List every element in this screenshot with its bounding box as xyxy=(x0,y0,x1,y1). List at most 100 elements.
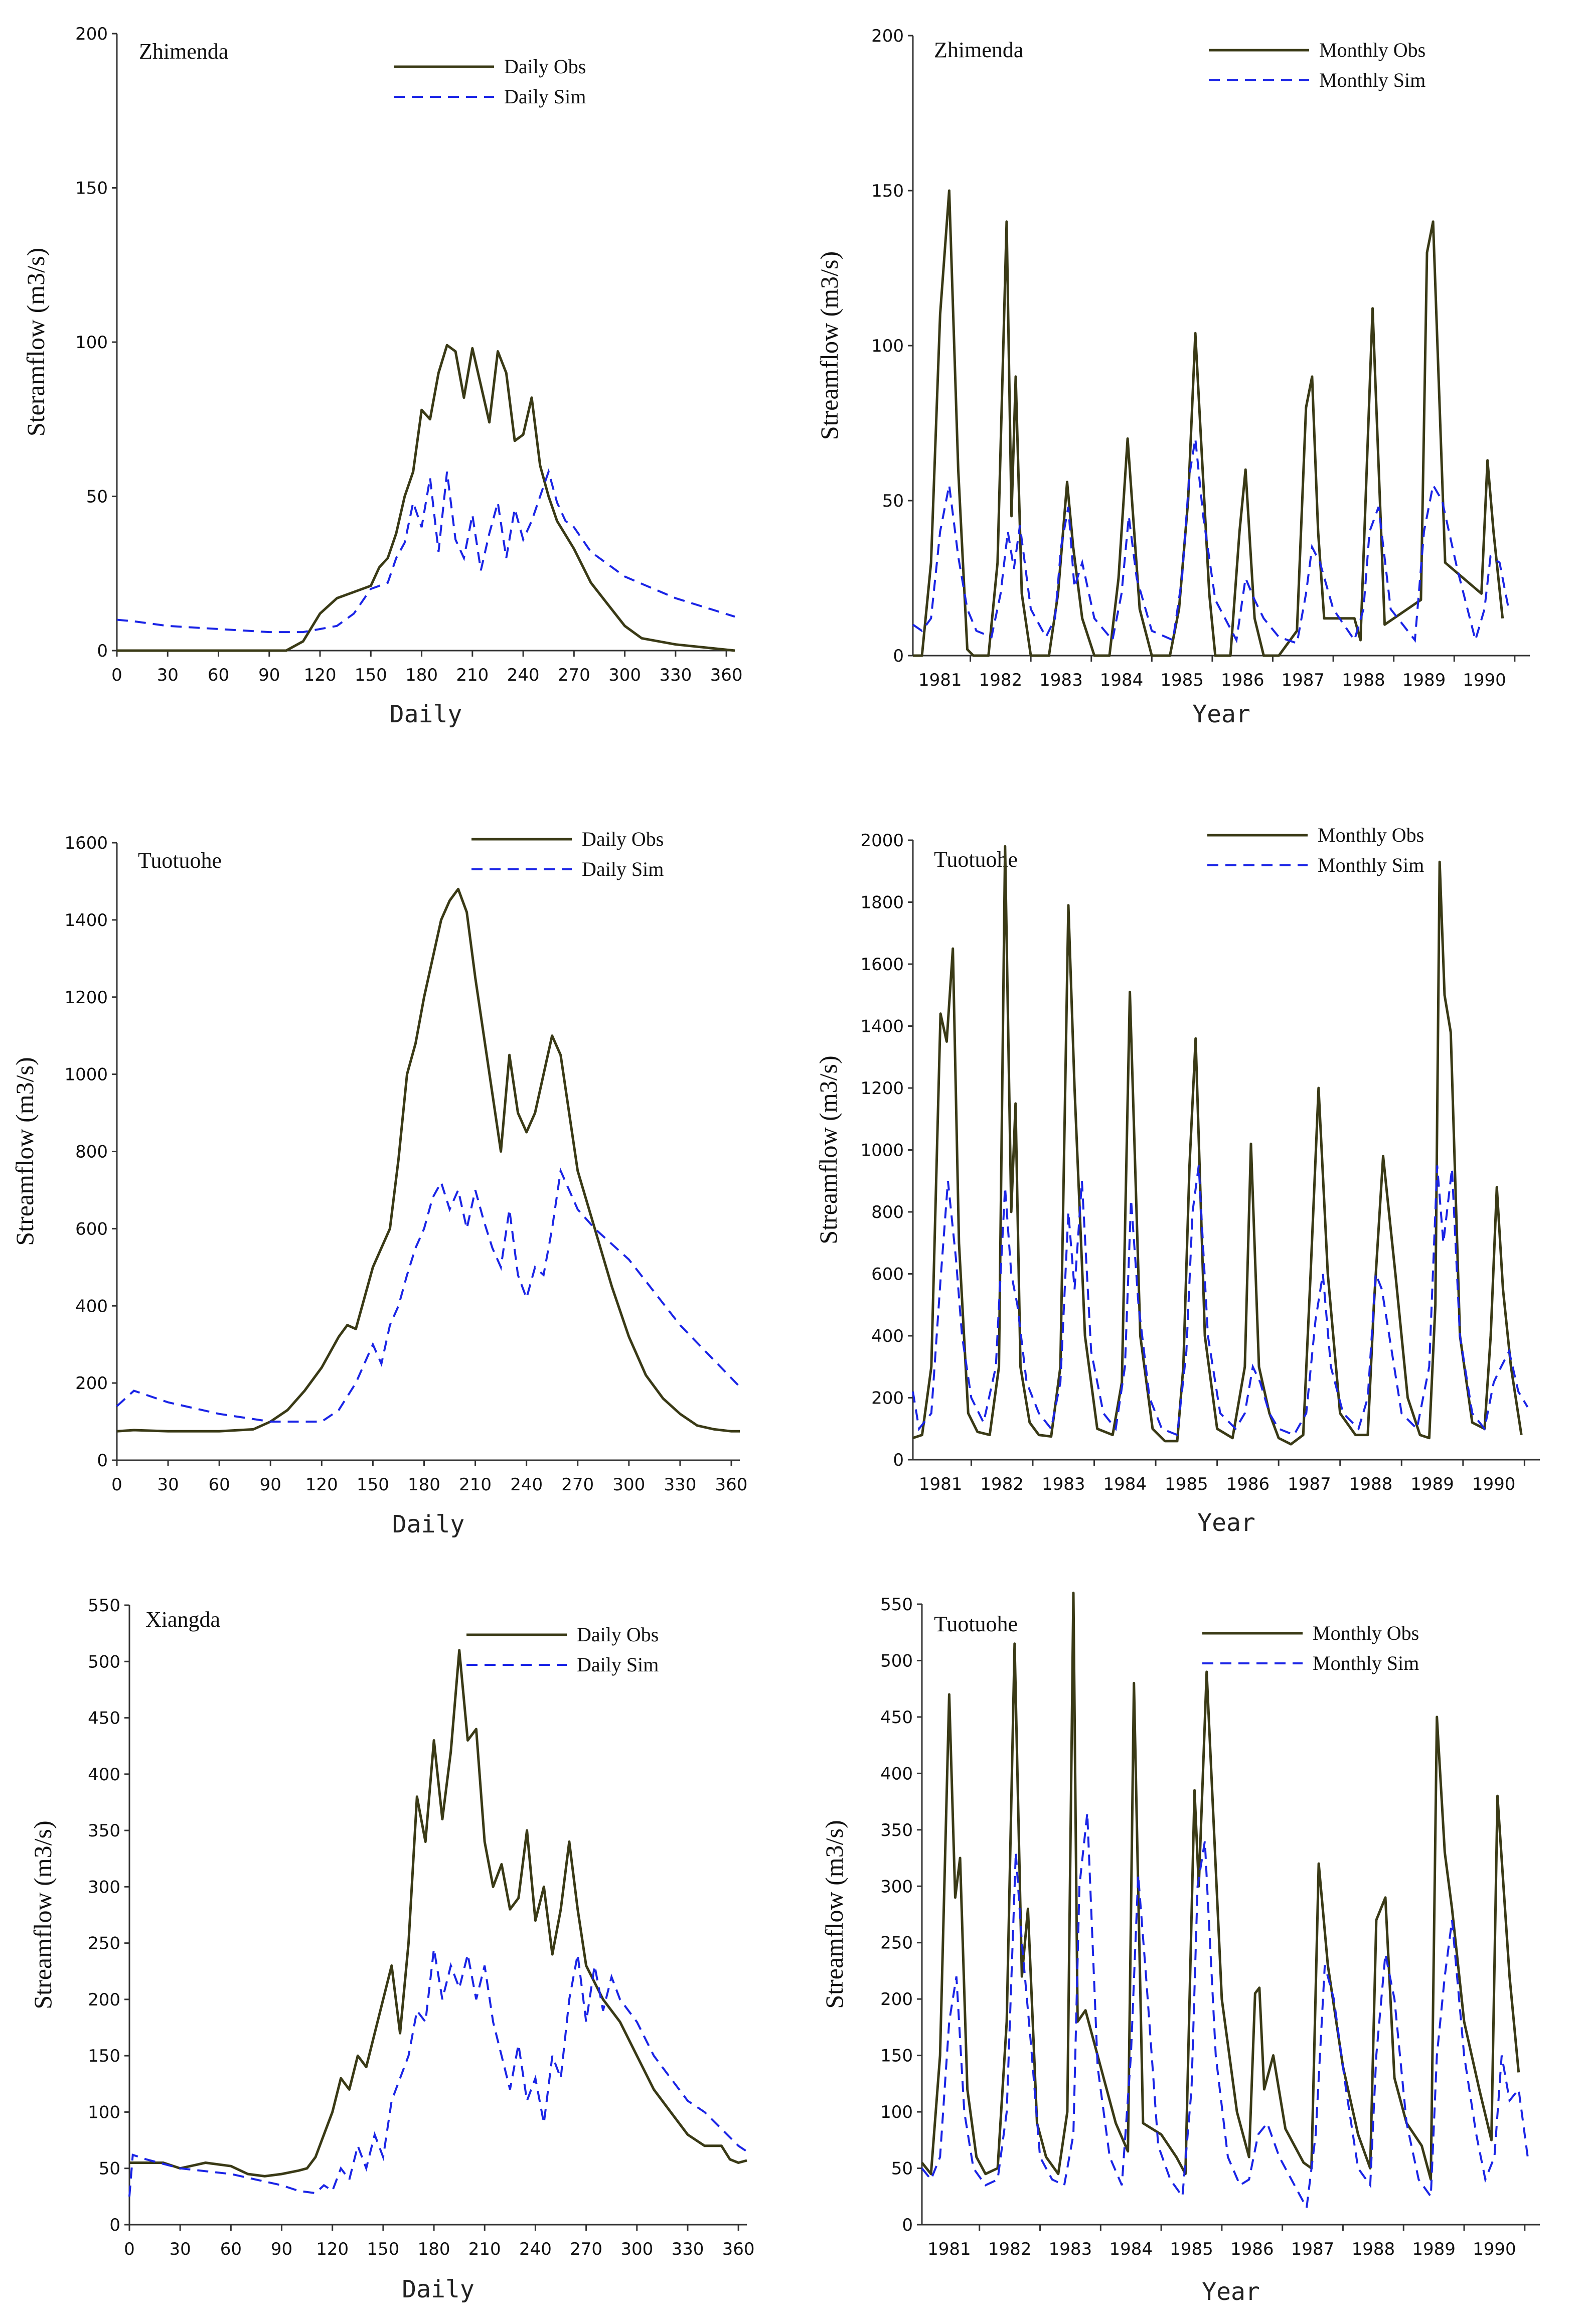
series-line-sim xyxy=(128,1948,748,2197)
y-tick-label: 1000 xyxy=(860,1141,904,1161)
x-tick-label: 60 xyxy=(208,665,229,685)
y-tick-label: 350 xyxy=(88,1821,120,1841)
x-tick-label: 1990 xyxy=(1463,670,1506,690)
x-tick-label: 60 xyxy=(220,2239,242,2259)
station-title: Zhimenda xyxy=(139,39,228,64)
x-tick-label: 30 xyxy=(157,1475,179,1495)
y-tick-label: 200 xyxy=(75,24,108,44)
x-tick-label: 1987 xyxy=(1291,2239,1335,2259)
series-line-obs xyxy=(117,344,735,652)
x-tick-label: 90 xyxy=(258,665,280,685)
y-tick-label: 1600 xyxy=(860,955,904,975)
x-tick-label: 120 xyxy=(305,1475,338,1495)
x-tick-label: 270 xyxy=(561,1475,594,1495)
y-tick-label: 300 xyxy=(880,1877,913,1897)
x-tick-label: 330 xyxy=(659,665,692,685)
y-tick-label: 1000 xyxy=(64,1065,108,1085)
y-axis-title: Streamflow (m3/s) xyxy=(29,1820,57,2009)
y-tick-label: 500 xyxy=(88,1652,120,1672)
x-tick-label: 1989 xyxy=(1412,2239,1456,2259)
panel-xiangda-daily: 0 50 100 150 200 250 300 350 400 450 500 550 0 30 60 90… xyxy=(29,1596,755,2303)
y-tick-label: 550 xyxy=(88,1596,120,1616)
legend-label: Daily Sim xyxy=(577,1653,659,1676)
series-line-obs xyxy=(921,1592,1520,2181)
x-tick-label: 1986 xyxy=(1230,2239,1274,2259)
x-axis-title: Year xyxy=(1197,1509,1255,1537)
y-tick-label: 150 xyxy=(871,181,904,201)
series-line-obs xyxy=(913,189,1504,657)
legend-label: Daily Obs xyxy=(577,1623,659,1646)
y-tick-label: 150 xyxy=(88,2046,120,2066)
x-tick-label: 90 xyxy=(271,2239,292,2259)
panel-tuotuohe-monthly-2: 0 50 100 150 200 250 300 350 400 450 500 550 1981 198… xyxy=(820,1592,1540,2306)
x-tick-label: 1988 xyxy=(1342,670,1385,690)
x-tick-label: 330 xyxy=(664,1475,696,1495)
y-tick-label: 0 xyxy=(893,646,904,666)
x-tick-label: 180 xyxy=(405,665,438,685)
y-tick-label: 50 xyxy=(86,487,108,507)
y-tick-label: 300 xyxy=(88,1877,120,1897)
x-tick-label: 180 xyxy=(408,1475,440,1495)
series-line-obs xyxy=(912,845,1523,1446)
x-tick-label: 1981 xyxy=(919,1474,963,1494)
legend-label: Monthly Sim xyxy=(1318,854,1424,876)
series-line-obs xyxy=(129,1649,747,2178)
x-tick-label: 1985 xyxy=(1160,670,1204,690)
y-tick-label: 200 xyxy=(871,1388,904,1409)
x-tick-label: 240 xyxy=(507,665,540,685)
x-tick-label: 0 xyxy=(124,2239,135,2259)
x-tick-label: 1988 xyxy=(1352,2239,1395,2259)
y-axis-title: Streamflow (m3/s) xyxy=(815,251,843,440)
series-line-obs xyxy=(116,887,740,1433)
y-tick-label: 50 xyxy=(891,2159,913,2179)
x-tick-label: 1990 xyxy=(1473,2239,1516,2259)
y-tick-label: 1200 xyxy=(860,1078,904,1099)
y-tick-label: 500 xyxy=(880,1651,913,1671)
x-tick-label: 1984 xyxy=(1103,1474,1147,1494)
y-tick-label: 550 xyxy=(880,1595,913,1615)
legend-label: Monthly Sim xyxy=(1313,1652,1419,1674)
y-tick-label: 200 xyxy=(880,1989,913,2009)
y-tick-label: 350 xyxy=(880,1820,913,1840)
series-line-sim xyxy=(116,1167,741,1423)
x-tick-label: 360 xyxy=(722,2239,755,2259)
x-tick-label: 120 xyxy=(304,665,337,685)
y-tick-label: 0 xyxy=(97,641,108,661)
x-axis-title: Daily xyxy=(390,700,462,728)
x-axis-title: Year xyxy=(1202,2278,1260,2306)
legend-label: Monthly Sim xyxy=(1319,69,1425,91)
x-tick-label: 1983 xyxy=(1039,670,1083,690)
x-tick-label: 30 xyxy=(170,2239,191,2259)
y-tick-label: 400 xyxy=(871,1326,904,1346)
y-tick-label: 200 xyxy=(75,1373,108,1393)
y-tick-label: 50 xyxy=(99,2159,120,2179)
y-tick-label: 200 xyxy=(871,26,904,46)
series-line-sim xyxy=(921,1812,1529,2211)
x-tick-label: 1986 xyxy=(1221,670,1264,690)
y-tick-label: 0 xyxy=(109,2215,120,2235)
y-axis-title: Steramflow (m3/s) xyxy=(22,248,50,436)
panel-zhimenda-daily: 0 50 100 150 200 0 30 60 90 120 150 180 210 240 270 300… xyxy=(22,24,743,728)
x-tick-label: 1989 xyxy=(1402,670,1446,690)
x-tick-label: 1989 xyxy=(1410,1474,1454,1494)
y-tick-label: 600 xyxy=(75,1219,108,1239)
y-tick-label: 800 xyxy=(871,1202,904,1222)
y-tick-label: 600 xyxy=(871,1265,904,1285)
y-tick-label: 50 xyxy=(882,491,904,511)
y-tick-label: 450 xyxy=(88,1709,120,1729)
legend-label: Daily Obs xyxy=(582,828,664,850)
panel-tuotuohe-monthly: 0 200 400 600 800 1000 1200 1400 1600 1800 2000 198… xyxy=(814,824,1540,1537)
y-tick-label: 100 xyxy=(88,2102,120,2122)
panel-zhimenda-monthly: 0 50 100 150 200 1981 1982 1983 1984 1985 1986 1987… xyxy=(815,26,1530,728)
y-tick-label: 100 xyxy=(75,333,108,353)
y-tick-label: 1200 xyxy=(64,988,108,1008)
x-tick-label: 1982 xyxy=(980,1474,1024,1494)
legend-label: Daily Sim xyxy=(504,85,586,108)
x-tick-label: 1983 xyxy=(1042,1474,1085,1494)
legend-label: Monthly Obs xyxy=(1313,1622,1419,1644)
y-tick-label: 800 xyxy=(75,1142,108,1162)
x-tick-label: 1990 xyxy=(1472,1474,1516,1494)
x-tick-label: 1985 xyxy=(1170,2239,1213,2259)
x-tick-label: 1984 xyxy=(1100,670,1144,690)
